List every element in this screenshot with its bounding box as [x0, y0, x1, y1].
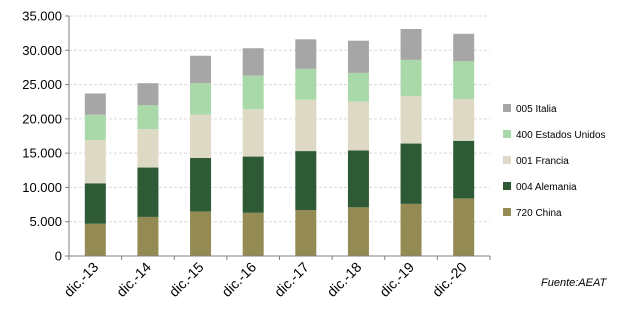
bar-segment [242, 212, 264, 256]
bar-segment [453, 61, 475, 99]
bar-segment [400, 59, 422, 97]
bar-segment [347, 101, 369, 151]
y-tick-label: 0 [55, 249, 62, 264]
x-tick-label: dic.-16 [218, 259, 259, 300]
bar-segment [295, 68, 317, 100]
legend-swatch [503, 104, 511, 112]
bar-segment [347, 207, 369, 256]
bar-segment [137, 83, 159, 106]
bar-segment [84, 93, 106, 115]
legend-swatch [503, 182, 511, 190]
legend-label: 001 Francia [516, 156, 569, 167]
bars [84, 29, 475, 256]
y-tick-label: 10.000 [22, 180, 62, 195]
gridlines [69, 15, 490, 223]
y-tick-label: 25.000 [22, 77, 62, 92]
bar-segment [84, 223, 106, 256]
bar-segment [400, 143, 422, 204]
bar-segment [242, 109, 264, 157]
y-tick-label: 5.000 [29, 214, 62, 229]
bar-segment [190, 83, 212, 115]
bar-segment [453, 198, 475, 256]
bar-segment [137, 129, 159, 168]
bar-segment [400, 96, 422, 144]
legend: 005 Italia 400 Estados Unidos 001 Francia 0… [503, 104, 606, 219]
bar-segment [295, 39, 317, 69]
bar-segment [84, 183, 106, 224]
y-tick-label: 30.000 [22, 43, 62, 58]
x-tick-label: dic.-13 [60, 259, 101, 300]
bar-segment [400, 203, 422, 256]
legend-swatch [503, 130, 511, 138]
legend-swatch [503, 156, 511, 164]
x-axis: dic.-13 dic.-14 dic.-15 dic.-16 dic.-17 dic.-… [60, 255, 491, 300]
y-axis: 0 5.000 10.000 15.000 20.000 25.000 30.000 35.0… [22, 9, 70, 264]
bar-segment [190, 55, 212, 84]
x-tick-label: dic.-19 [376, 259, 417, 300]
bar-segment [84, 114, 106, 141]
bar-segment [347, 150, 369, 208]
bar-segment [190, 114, 212, 158]
y-tick-label: 20.000 [22, 111, 62, 126]
bar-segment [190, 211, 212, 256]
bar-segment [453, 98, 475, 141]
bar-segment [242, 75, 264, 110]
bar-segment [295, 99, 317, 152]
bar-segment [453, 140, 475, 199]
y-tick-label: 35.000 [22, 9, 62, 24]
bar-segment [84, 140, 106, 184]
bar-segment [137, 167, 159, 217]
bar-segment [347, 72, 369, 102]
bar-segment [347, 40, 369, 73]
legend-label: 004 Alemania [516, 182, 577, 193]
x-tick-label: dic.-14 [113, 259, 154, 300]
bar-segment [190, 157, 212, 212]
bar-segment [295, 151, 317, 211]
bar-segment [242, 48, 264, 76]
x-tick-label: dic.-17 [271, 259, 312, 300]
bar-segment [400, 29, 422, 60]
bar-segment [295, 210, 317, 256]
x-tick-label: dic.-18 [324, 259, 365, 300]
bar-segment [242, 156, 264, 213]
x-tick-label: dic.-15 [166, 259, 207, 300]
legend-label: 005 Italia [516, 104, 557, 115]
legend-label: 720 China [516, 208, 562, 219]
legend-label: 400 Estados Unidos [516, 130, 606, 141]
source-note: Fuente:AEAT [541, 277, 607, 289]
legend-swatch [503, 208, 511, 216]
bar-segment [137, 216, 159, 256]
bar-segment [453, 33, 475, 62]
x-tick-label: dic.-20 [429, 259, 470, 300]
y-tick-label: 15.000 [22, 146, 62, 161]
bar-segment [137, 105, 159, 130]
